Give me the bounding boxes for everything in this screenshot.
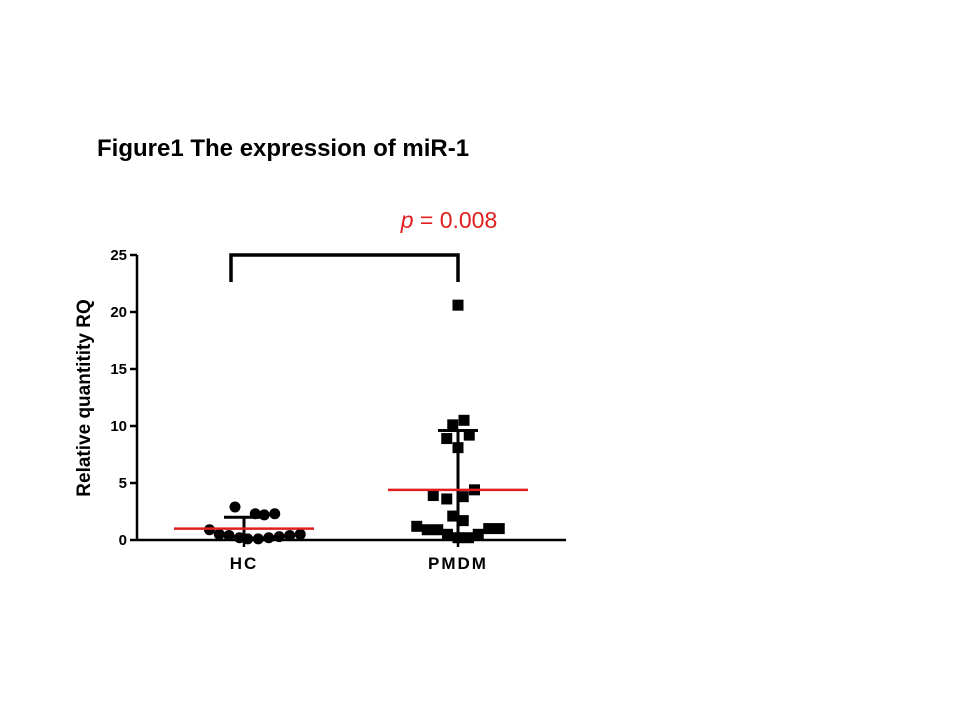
y-tick-label: 25 [110,247,127,264]
data-point [263,532,275,544]
data-point [273,531,285,543]
data-point [249,508,261,520]
data-point [229,501,241,513]
data-point [294,528,306,540]
series-pmdm [388,299,528,544]
p-value-label: p = 0.008 [400,207,498,233]
data-point [447,510,459,522]
data-point [442,528,453,540]
data-point [457,491,469,503]
data-point [441,493,453,505]
data-point [411,520,423,532]
data-point [452,299,464,311]
data-point [472,528,484,540]
bracket-line [229,253,460,282]
y-tick-label: 20 [110,304,127,321]
axes: 0 5 10 15 20 25 HC PMDM [110,247,566,573]
data-point [242,533,254,545]
data-point [234,532,245,544]
y-tick-label: 5 [119,475,127,492]
data-marks [174,299,528,545]
significance-bracket [229,253,460,282]
data-point [457,515,469,527]
x-tick-label: PMDM [428,554,488,573]
data-point [213,528,225,540]
p-italic: p [400,207,414,233]
data-point [493,523,505,535]
data-point [447,419,459,431]
data-point [463,429,475,441]
data-point [252,533,264,545]
data-point [421,524,433,536]
data-point [458,414,470,426]
y-tick-label: 0 [119,532,127,549]
data-point [223,529,235,541]
data-point [269,508,281,520]
data-point [432,524,444,536]
x-tick-label: HC [230,554,259,573]
data-point [452,442,464,454]
p-value: = 0.008 [414,207,498,233]
series-hc [174,501,314,545]
data-point [463,532,474,544]
data-point [258,509,270,521]
data-point [452,532,464,544]
y-tick-label: 10 [110,418,127,435]
y-tick-label: 15 [110,361,127,378]
data-point [284,529,296,541]
data-point [441,433,453,445]
figure-title: Figure1 The expression of miR-1 [97,135,469,162]
data-point [427,490,439,502]
data-point [483,523,495,535]
y-axis-title: Relative quantitity RQ [74,299,95,496]
